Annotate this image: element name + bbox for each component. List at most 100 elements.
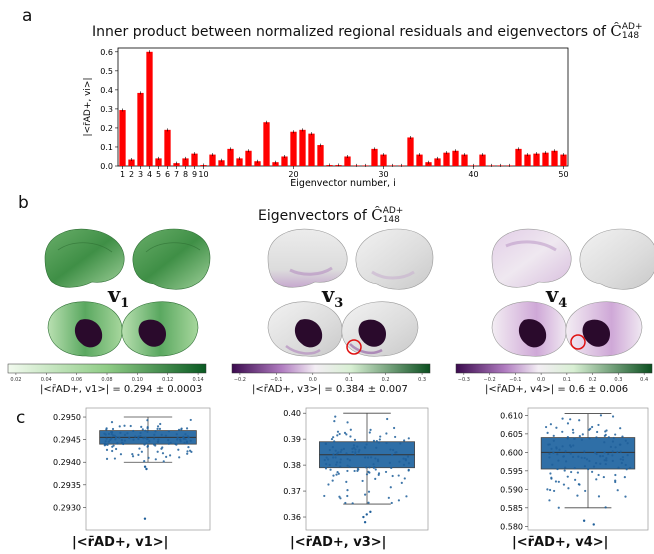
box-point: [154, 444, 157, 447]
colorbar-tick-label: −0.2: [484, 377, 496, 383]
bar-mark: [155, 158, 162, 166]
box-point: [118, 425, 121, 428]
vector-label-v1-sub: 1: [120, 296, 130, 312]
box-point: [144, 436, 147, 439]
box-point: [346, 457, 349, 461]
box-point: [624, 495, 627, 498]
box-point: [116, 442, 119, 445]
box-point: [156, 440, 160, 443]
box-point: [402, 463, 406, 466]
box-point: [129, 424, 132, 428]
brain-v4-medial-left: [491, 301, 567, 357]
box-point: [337, 472, 340, 475]
box-point: [397, 474, 400, 477]
bar-xtick-label: 10: [198, 170, 208, 179]
colorbar-tick-label: 0.14: [193, 377, 204, 383]
box-point: [111, 449, 114, 453]
box-point: [167, 430, 170, 433]
bar-mark: [146, 51, 153, 166]
box-point: [159, 422, 162, 426]
box-point: [398, 460, 401, 463]
box-point: [581, 433, 584, 436]
brain-v4-lateral-left: [491, 228, 572, 288]
box-point: [605, 459, 608, 462]
bar-ylabel: |<r̄AD+, vi>|: [83, 77, 93, 136]
box-point: [374, 468, 377, 471]
bar-xtick-label: 4: [147, 170, 152, 179]
box-point: [132, 438, 135, 441]
box-point: [626, 442, 629, 445]
box-point: [365, 473, 369, 476]
box-point: [162, 460, 165, 463]
box-point: [187, 446, 190, 449]
box-point: [368, 431, 371, 434]
bar-mark: [227, 148, 234, 166]
box-point: [611, 454, 614, 457]
bar-mark: [533, 153, 540, 166]
box-ytick-label: 0.38: [283, 461, 301, 470]
box-point: [328, 463, 331, 466]
bar-mark: [299, 129, 306, 166]
box-point: [113, 434, 116, 437]
bar-mark: [119, 110, 126, 166]
bar-xtick-label: 20: [288, 170, 298, 179]
box-point: [131, 452, 134, 456]
box-point: [599, 455, 602, 458]
box-point: [161, 446, 164, 449]
box-point: [375, 446, 378, 449]
box-point: [143, 443, 146, 446]
box-point: [571, 428, 575, 431]
box-point: [186, 452, 189, 455]
box-point: [611, 440, 615, 443]
box-point: [351, 447, 354, 450]
box-ytick-label: 0.2935: [53, 481, 81, 490]
box-point: [548, 443, 551, 446]
box-point: [370, 456, 373, 459]
box-point: [336, 470, 339, 474]
box-point: [391, 453, 394, 456]
box-point: [595, 478, 598, 481]
box-point: [156, 425, 160, 428]
box-point: [556, 467, 559, 471]
box-point: [338, 432, 341, 436]
box-xlabel-v3: |<r̄AD+, v3>|: [290, 535, 387, 550]
box-point: [390, 501, 393, 505]
vector-label-v4-main: v: [546, 282, 559, 307]
box-point: [620, 461, 623, 465]
box-point: [573, 466, 576, 470]
box-point: [179, 440, 182, 443]
box-point: [345, 433, 348, 436]
box-point: [185, 427, 189, 430]
box-point: [580, 438, 584, 441]
box-point: [328, 448, 331, 452]
bar-ytick-label: 0.6: [100, 48, 113, 57]
colorbar-tick-label: 0.10: [132, 377, 143, 383]
box-point: [603, 451, 606, 454]
box-point: [597, 423, 600, 427]
box-point: [605, 457, 608, 460]
colorbar-tick-label: −0.2: [234, 377, 246, 383]
box-point: [604, 433, 607, 436]
box-point: [335, 463, 338, 466]
box-point: [567, 487, 570, 490]
box-point: [374, 477, 377, 481]
box-point: [165, 455, 168, 458]
bar-mark: [479, 154, 486, 166]
vector-label-v3-main: v: [322, 282, 335, 307]
box-point: [324, 442, 327, 445]
box-point: [548, 488, 552, 492]
eigenvector-bar-chart: 0.0 0.1 0.2 0.3 0.4 0.5 0.6 1 2 3 4 5 6 7 8 9 10 20 30 40 50…: [83, 47, 569, 189]
box-point: [625, 468, 628, 471]
box-point: [365, 443, 368, 446]
box-point: [585, 458, 589, 461]
box-point: [352, 446, 356, 449]
box-point: [551, 463, 554, 466]
box-point: [184, 433, 187, 436]
box-point: [140, 450, 143, 453]
box-point: [126, 432, 129, 435]
box-point: [403, 477, 406, 480]
box-point: [599, 462, 602, 465]
box-point: [336, 430, 340, 433]
box-point: [403, 439, 406, 442]
box-point: [112, 434, 115, 437]
